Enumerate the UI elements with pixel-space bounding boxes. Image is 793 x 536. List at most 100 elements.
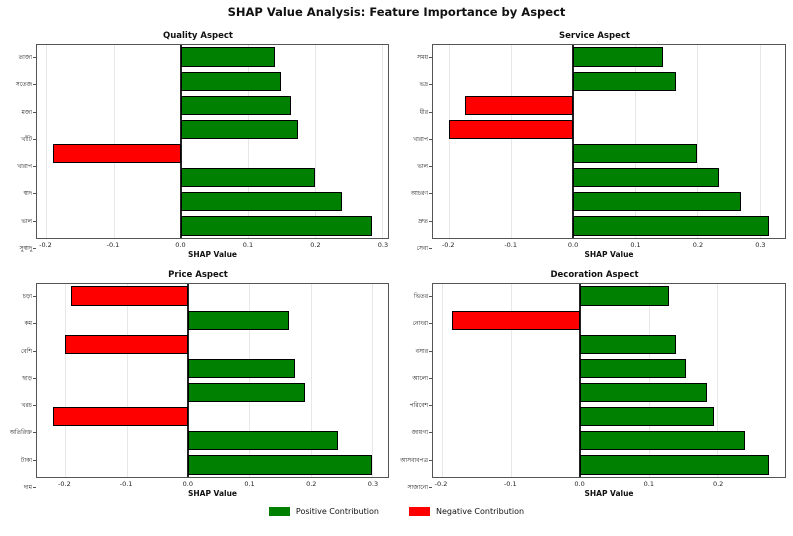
x-tick-label: 0.0 xyxy=(182,480,193,488)
legend-item-positive: Positive Contribution xyxy=(268,507,379,516)
y-tick-mark xyxy=(33,220,36,222)
x-axis-ticks: -0.2 -0.1 0.0 0.1 0.2 xyxy=(432,478,786,489)
x-tick-label: 0.0 xyxy=(567,241,579,249)
y-tick-label: জায়গা xyxy=(396,419,432,446)
positive-bar xyxy=(180,168,315,188)
positive-bar xyxy=(187,382,305,403)
y-tick-label: আচরণ xyxy=(396,180,432,207)
y-axis-labels: তাজা সতেজ মজা খাঁটি খারাপ স্বাদ ভাল সুস্বাদু xyxy=(0,44,36,262)
x-tick-label: -0.2 xyxy=(58,480,71,488)
positive-bar xyxy=(579,407,715,427)
y-tick-mark xyxy=(33,138,36,140)
x-tick-label: 0.2 xyxy=(692,241,704,249)
positive-bar xyxy=(579,455,770,475)
y-tick-label: তাজা xyxy=(0,44,36,71)
x-tick-label: 0.2 xyxy=(712,480,724,488)
y-tick-label: বেশি xyxy=(0,338,36,365)
positive-bar xyxy=(180,71,282,91)
subplot-title: Price Aspect xyxy=(168,270,228,280)
gridline xyxy=(372,284,374,477)
y-tick-mark xyxy=(33,166,36,168)
y-tick-mark xyxy=(429,296,432,298)
y-tick-label: অতিরিক্ত xyxy=(0,419,36,446)
x-tick-label: 0.3 xyxy=(367,480,379,488)
negative-bar xyxy=(53,143,181,164)
y-tick-label: ধীর xyxy=(396,99,432,126)
gridline xyxy=(113,45,115,238)
x-tick-label: -0.1 xyxy=(119,480,133,488)
positive-bar xyxy=(573,71,676,91)
gridline xyxy=(511,45,513,238)
plot-area xyxy=(36,44,389,239)
gridline xyxy=(247,45,249,238)
y-tick-mark xyxy=(429,166,432,168)
figure-title: SHAP Value Analysis: Feature Importance … xyxy=(227,5,566,19)
subplot-price: Price Aspect চড়া কম বেশি ছাড় খরচ অতিরিক্ত টা… xyxy=(0,270,396,501)
y-tick-mark xyxy=(429,84,432,86)
y-tick-mark xyxy=(429,486,432,488)
x-tick-label: -0.1 xyxy=(503,480,517,488)
y-tick-mark xyxy=(33,111,36,113)
gridline xyxy=(46,45,48,238)
gridline xyxy=(126,284,128,477)
positive-bar xyxy=(579,431,746,451)
y-tick-mark xyxy=(429,432,432,434)
gridline xyxy=(449,45,451,238)
plot-area xyxy=(432,44,786,239)
zero-line xyxy=(578,284,581,477)
y-axis-labels: ভিতর নোংরা বসার আলো পরিবেশ জায়গা আসবাবপত্র সাজ… xyxy=(396,283,432,501)
y-tick-mark xyxy=(429,138,432,140)
zero-line xyxy=(572,45,575,238)
negative-bar xyxy=(52,407,188,427)
gridline xyxy=(648,284,650,477)
y-tick-mark xyxy=(33,57,36,59)
positive-bar xyxy=(187,455,373,475)
y-tick-mark xyxy=(33,296,36,298)
positive-bar xyxy=(187,310,290,330)
y-tick-label: টাকা xyxy=(0,447,36,474)
y-tick-label: আসবাবপত্র xyxy=(396,447,432,474)
x-tick-label: 0.1 xyxy=(242,241,254,249)
x-axis-label: SHAP Value xyxy=(187,489,238,498)
legend-item-negative: Negative Contribution xyxy=(408,507,524,516)
y-tick-mark xyxy=(33,350,36,352)
positive-bar xyxy=(187,358,296,379)
x-axis-label: SHAP Value xyxy=(187,250,238,259)
y-tick-label: খারাপ xyxy=(0,153,36,180)
y-tick-label: সেবা xyxy=(396,235,432,262)
gridline xyxy=(249,284,251,477)
y-tick-label: খারাপ xyxy=(396,126,432,153)
zero-line xyxy=(179,45,182,238)
y-tick-mark xyxy=(33,432,36,434)
y-tick-mark xyxy=(429,111,432,113)
y-tick-label: সময় xyxy=(396,44,432,71)
y-tick-label: সুস্বাদু xyxy=(0,235,36,262)
x-axis-ticks: -0.2 -0.1 0.0 0.1 0.2 0.3 xyxy=(36,478,389,489)
positive-bar xyxy=(573,47,664,67)
gridline xyxy=(697,45,699,238)
y-axis-labels: চড়া কম বেশি ছাড় খরচ অতিরিক্ত টাকা দাম xyxy=(0,283,36,501)
gridline xyxy=(510,284,512,477)
x-tick-label: 0.0 xyxy=(175,241,186,249)
positive-bar xyxy=(579,286,670,306)
y-tick-label: ভাল xyxy=(0,208,36,235)
y-tick-mark xyxy=(33,377,36,379)
y-tick-mark xyxy=(429,57,432,59)
y-tick-mark xyxy=(429,247,432,249)
positive-bar xyxy=(573,168,720,188)
y-tick-label: খরচ xyxy=(0,392,36,419)
gridline xyxy=(314,45,316,238)
gridline xyxy=(65,284,67,477)
plot-area xyxy=(432,283,786,478)
y-tick-label: আলো xyxy=(396,365,432,392)
y-tick-mark xyxy=(429,220,432,222)
y-tick-label: পরিবেশ xyxy=(396,392,432,419)
subplot-grid: Quality Aspect তাজা সতেজ মজা খাঁটি খারাপ স্বা… xyxy=(0,31,793,501)
x-tick-label: 0.2 xyxy=(306,480,317,488)
negative-bar xyxy=(71,286,188,306)
positive-bar xyxy=(180,216,372,236)
x-tick-label: 0.3 xyxy=(377,241,389,249)
positive-bar xyxy=(579,334,677,354)
y-tick-mark xyxy=(429,377,432,379)
x-axis-label: SHAP Value xyxy=(584,250,634,259)
